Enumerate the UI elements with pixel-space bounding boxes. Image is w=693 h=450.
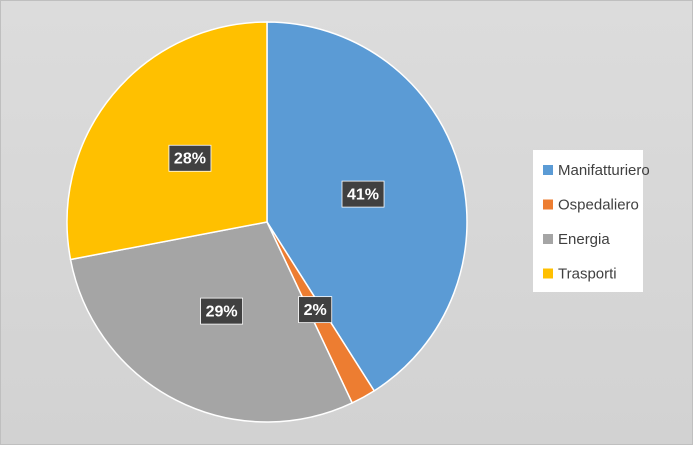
data-label-box — [298, 296, 333, 324]
legend-label: Manifatturiero — [558, 162, 650, 179]
legend-swatch — [543, 268, 553, 279]
legend-label: Ospedaliero — [558, 196, 639, 213]
legend-label: Energia — [558, 231, 610, 248]
data-label: 29% — [206, 303, 238, 320]
data-label-box — [168, 144, 212, 172]
pie-slice — [66, 21, 268, 261]
data-label: 28% — [174, 150, 206, 167]
legend-swatch — [543, 165, 553, 175]
data-label: 41% — [347, 186, 379, 203]
data-label: 2% — [304, 302, 327, 319]
legend-label: Trasporti — [558, 265, 617, 282]
legend-swatch — [543, 199, 553, 210]
legend-swatch — [543, 234, 553, 244]
data-label-box — [200, 297, 244, 325]
data-label-box — [341, 180, 385, 208]
